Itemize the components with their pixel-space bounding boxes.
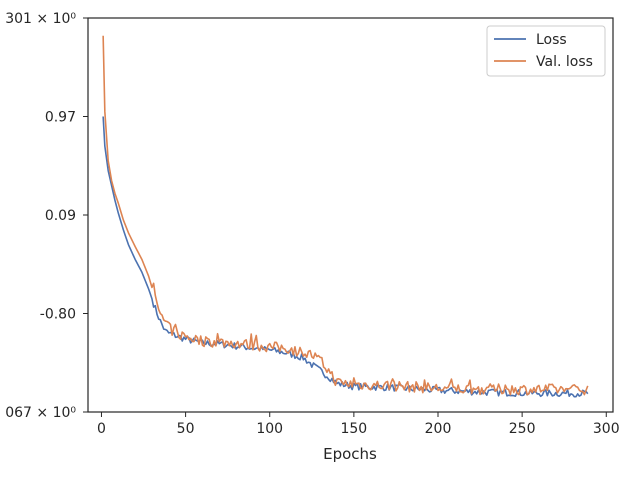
y-tick-label: 301 × 10⁰ bbox=[5, 11, 76, 27]
x-tick-label: 250 bbox=[509, 421, 536, 437]
x-tick-label: 100 bbox=[256, 421, 283, 437]
x-tick-label: 200 bbox=[425, 421, 452, 437]
series-line-loss bbox=[102, 116, 589, 398]
x-tick-label: 0 bbox=[97, 421, 106, 437]
y-tick-label: 067 × 10⁰ bbox=[5, 405, 76, 421]
x-tick-label: 50 bbox=[177, 421, 195, 437]
plot-frame bbox=[87, 17, 614, 413]
y-ticks: 067 × 10⁰ -0.80 0.09 0.97 301 × 10⁰ bbox=[5, 11, 88, 421]
plot-background bbox=[88, 18, 613, 412]
x-tick-label: 150 bbox=[340, 421, 367, 437]
legend: Loss Val. loss bbox=[486, 25, 606, 77]
legend-val-loss-label: Val. loss bbox=[536, 54, 593, 70]
series-line-val-loss bbox=[102, 35, 589, 396]
y-tick-label: 0.97 bbox=[45, 110, 76, 126]
y-tick-label: 0.09 bbox=[45, 208, 76, 224]
x-ticks: 0 50 100 150 200 250 300 bbox=[97, 412, 620, 437]
x-tick-label: 300 bbox=[593, 421, 620, 437]
legend-loss-label: Loss bbox=[536, 32, 567, 48]
y-tick-label: -0.80 bbox=[40, 307, 76, 323]
x-axis-title: Epochs bbox=[323, 445, 377, 463]
series-layer bbox=[102, 35, 589, 398]
